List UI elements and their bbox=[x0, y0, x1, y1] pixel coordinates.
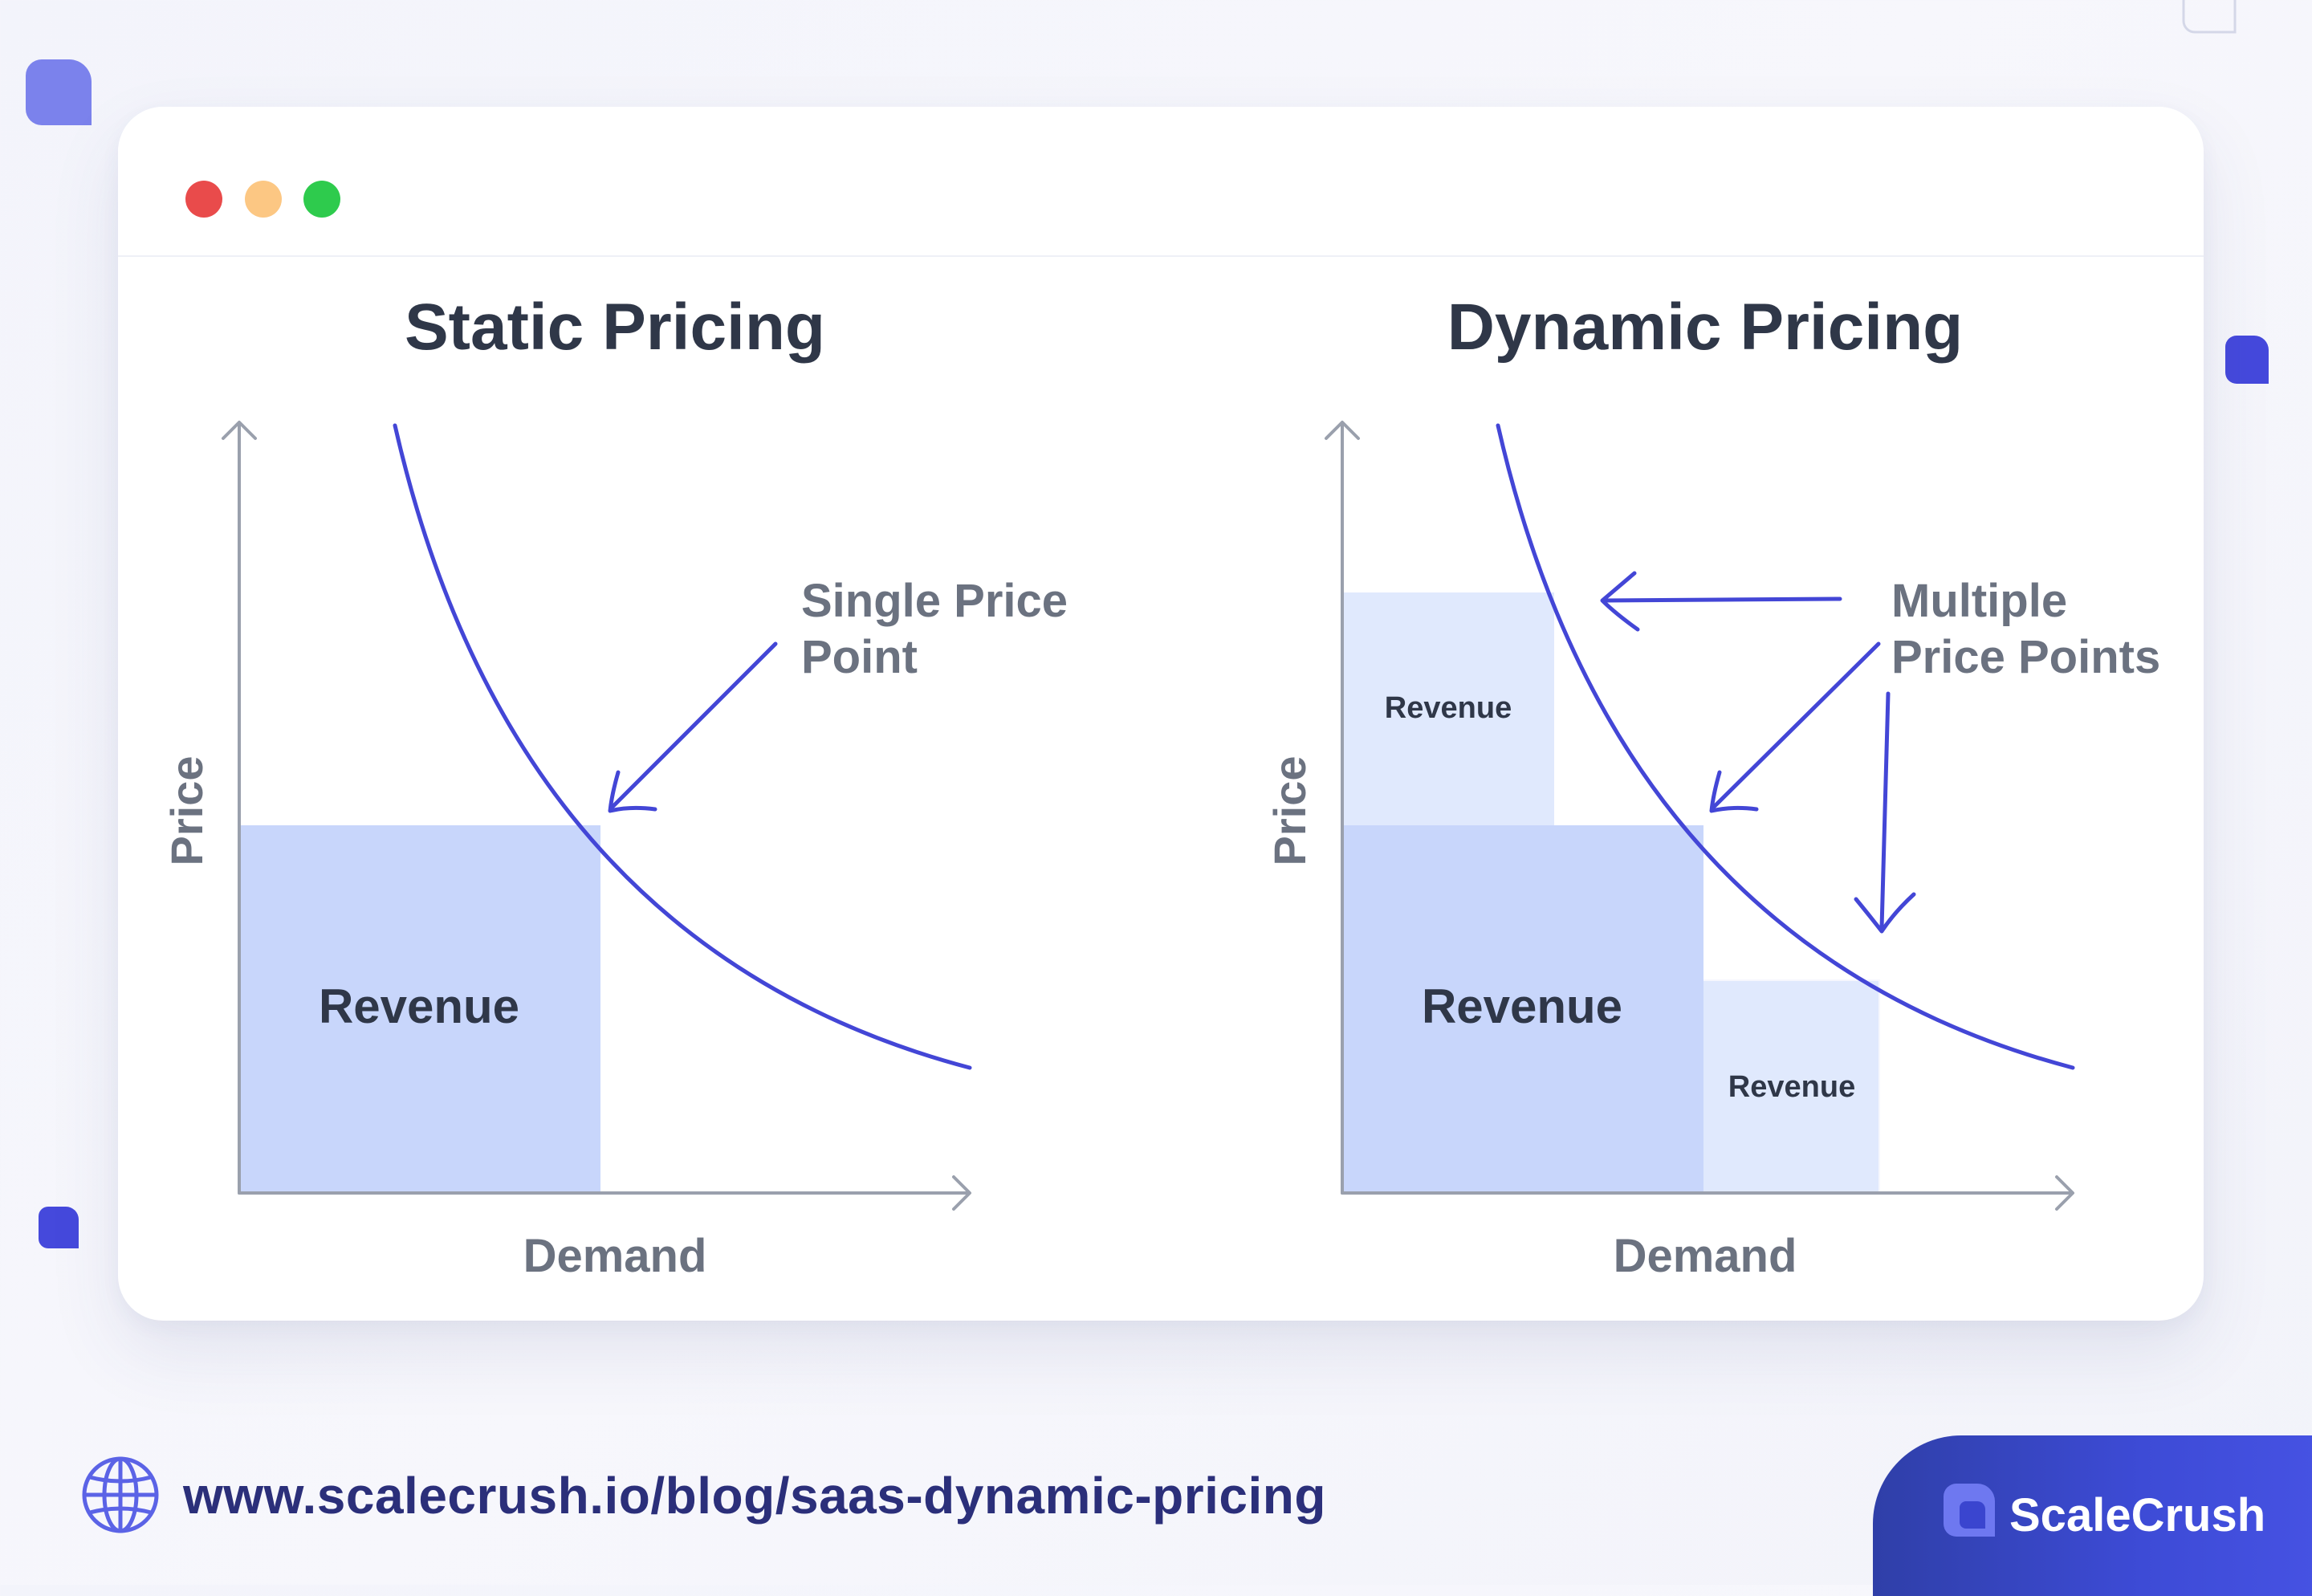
dynamic-arrow-lower bbox=[1879, 691, 1891, 930]
dynamic-revenue-upper-area bbox=[1342, 592, 1554, 825]
static-annotation-arrowhead bbox=[608, 770, 657, 813]
dynamic-demand-curve bbox=[1496, 423, 2075, 1070]
decor-shape-right bbox=[2225, 336, 2269, 384]
window-titlebar bbox=[118, 107, 2204, 257]
dynamic-annotation-line1: Multiple bbox=[1891, 575, 2067, 627]
close-dot[interactable] bbox=[185, 181, 222, 218]
dynamic-annotation-line2: Price Points bbox=[1891, 631, 2160, 683]
decor-shape-top-left bbox=[26, 59, 92, 125]
dynamic-title: Dynamic Pricing bbox=[1447, 291, 1964, 364]
dynamic-revenue-lower-area bbox=[1703, 981, 1878, 1193]
dynamic-arrow-lower-head bbox=[1854, 892, 1916, 934]
brand-name: ScaleCrush bbox=[2009, 1489, 2266, 1541]
dynamic-revenue-upper-label: Revenue bbox=[1385, 691, 1512, 725]
dynamic-x-label: Demand bbox=[1614, 1230, 1797, 1282]
globe-icon bbox=[82, 1456, 159, 1533]
static-pricing-diagram: Static Pricing Revenue Price Demand Sing… bbox=[161, 291, 1068, 1282]
blog-url-link[interactable]: www.scalecrush.io/blog/saas-dynamic-pric… bbox=[183, 1467, 1326, 1525]
minimize-dot[interactable] bbox=[245, 181, 282, 218]
static-title: Static Pricing bbox=[405, 291, 825, 364]
static-annotation-line1: Single Price bbox=[801, 575, 1068, 627]
decor-outline-top-right bbox=[2182, 0, 2237, 34]
static-y-label: Price bbox=[161, 756, 212, 866]
static-x-axis-arrow bbox=[952, 1175, 971, 1211]
maximize-dot[interactable] bbox=[303, 181, 340, 218]
dynamic-revenue-main-label: Revenue bbox=[1422, 979, 1622, 1033]
dynamic-arrow-upper-head bbox=[1600, 571, 1640, 632]
static-x-label: Demand bbox=[523, 1230, 707, 1282]
dynamic-revenue-main-area bbox=[1342, 825, 1703, 1193]
static-y-axis-arrow bbox=[222, 421, 257, 440]
dynamic-pricing-diagram: Dynamic Pricing Revenue Revenue Revenue … bbox=[1264, 291, 2160, 1282]
static-demand-curve bbox=[393, 423, 972, 1070]
scalecrush-logo-icon bbox=[1944, 1484, 1995, 1537]
brand-badge[interactable]: ScaleCrush bbox=[1873, 1435, 2312, 1596]
dynamic-arrow-upper bbox=[1602, 596, 1842, 603]
dynamic-x-axis-arrow bbox=[2055, 1175, 2074, 1211]
dynamic-arrow-middle bbox=[1711, 641, 1881, 810]
static-revenue-label: Revenue bbox=[319, 979, 519, 1033]
dynamic-revenue-lower-label: Revenue bbox=[1728, 1070, 1855, 1104]
dynamic-y-axis-arrow bbox=[1325, 421, 1360, 440]
dynamic-y-label: Price bbox=[1264, 756, 1315, 866]
static-annotation-arrow bbox=[609, 641, 778, 810]
static-revenue-area bbox=[239, 825, 600, 1193]
dynamic-arrow-middle-head bbox=[1709, 770, 1759, 813]
static-annotation-line2: Point bbox=[801, 631, 918, 683]
decor-shape-bottom-left bbox=[39, 1207, 79, 1248]
